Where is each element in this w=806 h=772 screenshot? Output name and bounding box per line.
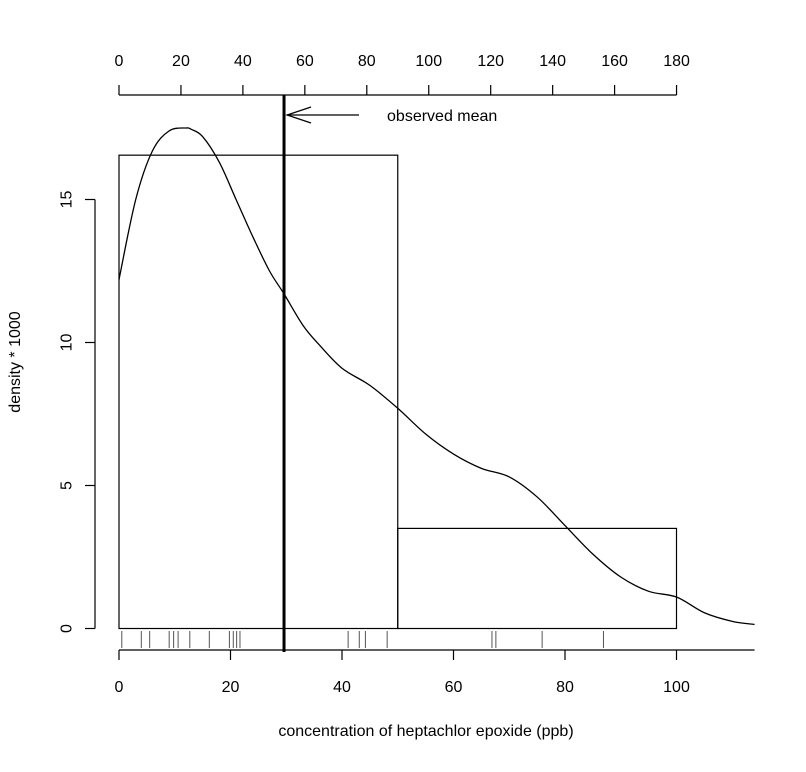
- histogram-bar-0: [118, 154, 399, 630]
- bottom-tick-label: 100: [663, 679, 690, 696]
- top-tick-label: 20: [172, 53, 190, 70]
- mean-arrow-head: [285, 106, 312, 124]
- bottom-tick-label: 60: [445, 679, 463, 696]
- top-tick-label: 60: [296, 53, 314, 70]
- bottom-axis: 0 20 40 60 80 100: [115, 649, 755, 696]
- top-tick-label: 180: [663, 53, 690, 70]
- histogram-bar-1: [397, 527, 678, 630]
- bottom-tick-label: 40: [333, 679, 351, 696]
- top-tick-label: 160: [601, 53, 628, 70]
- density-curve: [118, 127, 755, 626]
- top-tick-label: 80: [358, 53, 376, 70]
- bottom-tick-label: 80: [556, 679, 574, 696]
- mean-line-group: observed mean: [282, 95, 497, 652]
- left-tick-label: 10: [59, 334, 76, 352]
- left-tick-label: 0: [59, 624, 76, 633]
- histogram-bins: [118, 154, 678, 630]
- y-axis-title: density * 1000: [7, 311, 24, 413]
- top-tick-label: 140: [539, 53, 566, 70]
- left-tick-label: 15: [59, 191, 76, 209]
- left-axis: 0 5 10 15: [59, 191, 96, 633]
- top-tick-label: 0: [115, 53, 124, 70]
- top-tick-label: 40: [234, 53, 252, 70]
- top-tick-label: 120: [477, 53, 504, 70]
- bottom-tick-label: 0: [115, 679, 124, 696]
- mean-annotation: observed mean: [387, 108, 497, 125]
- top-tick-label: 100: [415, 53, 442, 70]
- top-axis: 0 20 40 60 80 100 120 140 160 180: [115, 53, 690, 96]
- x-axis-title: concentration of heptachlor epoxide (ppb…: [278, 723, 573, 740]
- rug-ticks: [121, 631, 604, 648]
- left-tick-label: 5: [59, 481, 76, 490]
- bottom-tick-label: 20: [222, 679, 240, 696]
- density-curve-group: [118, 127, 755, 626]
